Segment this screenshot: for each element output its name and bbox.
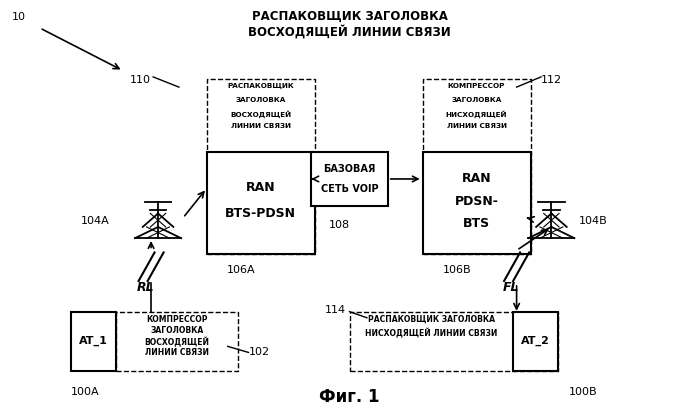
Text: AT_2: AT_2 [521, 336, 550, 346]
Bar [311, 152, 388, 206]
Bar [350, 312, 559, 371]
Text: 10: 10 [12, 12, 26, 22]
Text: RAN: RAN [462, 173, 491, 185]
Text: RAN: RAN [246, 180, 275, 194]
Text: 106A: 106A [227, 265, 256, 275]
Text: ЛИНИИ СВЯЗИ: ЛИНИИ СВЯЗИ [447, 123, 507, 129]
Text: РАСПАКОВЩИК ЗАГОЛОВКА
ВОСХОДЯЩЕЙ ЛИНИИ СВЯЗИ: РАСПАКОВЩИК ЗАГОЛОВКА ВОСХОДЯЩЕЙ ЛИНИИ С… [248, 9, 451, 39]
Text: RL: RL [137, 281, 154, 293]
Bar [513, 312, 559, 371]
Text: НИСХОДЯЩЕЙ: НИСХОДЯЩЕЙ [446, 110, 507, 118]
Text: 112: 112 [541, 75, 562, 85]
Text: 100B: 100B [569, 387, 598, 397]
Text: РАСПАКОВЩИК: РАСПАКОВЩИК [227, 83, 294, 89]
Text: ЛИНИИ СВЯЗИ: ЛИНИИ СВЯЗИ [145, 348, 209, 357]
Bar [116, 312, 238, 371]
Text: 110: 110 [130, 75, 151, 85]
Text: PDSN-: PDSN- [454, 195, 498, 208]
Text: ВОСХОДЯЩЕЙ: ВОСХОДЯЩЕЙ [145, 337, 210, 347]
Text: ВОСХОДЯЩЕЙ: ВОСХОДЯЩЕЙ [230, 110, 291, 118]
Bar [423, 79, 531, 254]
Bar [71, 312, 116, 371]
Text: ЛИНИИ СВЯЗИ: ЛИНИИ СВЯЗИ [231, 123, 291, 129]
Text: ЗАГОЛОВКА: ЗАГОЛОВКА [236, 97, 286, 102]
Text: 106B: 106B [443, 265, 472, 275]
Text: КОМПРЕССОР: КОМПРЕССОР [448, 83, 505, 89]
Text: ЗАГОЛОВКА: ЗАГОЛОВКА [150, 326, 204, 335]
Text: FL: FL [503, 281, 519, 293]
Bar [207, 152, 315, 254]
Text: 114: 114 [325, 305, 346, 314]
Text: РАСПАКОВЩИК ЗАГОЛОВКА: РАСПАКОВЩИК ЗАГОЛОВКА [368, 315, 495, 324]
Text: БАЗОВАЯ: БАЗОВАЯ [324, 164, 375, 174]
Text: Фиг. 1: Фиг. 1 [319, 388, 380, 406]
Text: 104A: 104A [80, 216, 109, 226]
Text: 100A: 100A [71, 387, 100, 397]
Text: СЕТЬ VOIP: СЕТЬ VOIP [321, 184, 378, 194]
Text: НИСХОДЯЩЕЙ ЛИНИИ СВЯЗИ: НИСХОДЯЩЕЙ ЛИНИИ СВЯЗИ [365, 328, 498, 339]
Text: 108: 108 [329, 220, 350, 230]
Text: AT_1: AT_1 [79, 336, 108, 346]
Text: 104B: 104B [579, 216, 608, 226]
Text: КОМПРЕССОР: КОМПРЕССОР [146, 315, 208, 324]
Bar [207, 79, 315, 254]
Text: 102: 102 [249, 347, 270, 358]
Bar [423, 152, 531, 254]
Text: ЗАГОЛОВКА: ЗАГОЛОВКА [452, 97, 502, 102]
Text: BTS-PDSN: BTS-PDSN [225, 207, 296, 220]
Text: BTS: BTS [463, 217, 490, 231]
